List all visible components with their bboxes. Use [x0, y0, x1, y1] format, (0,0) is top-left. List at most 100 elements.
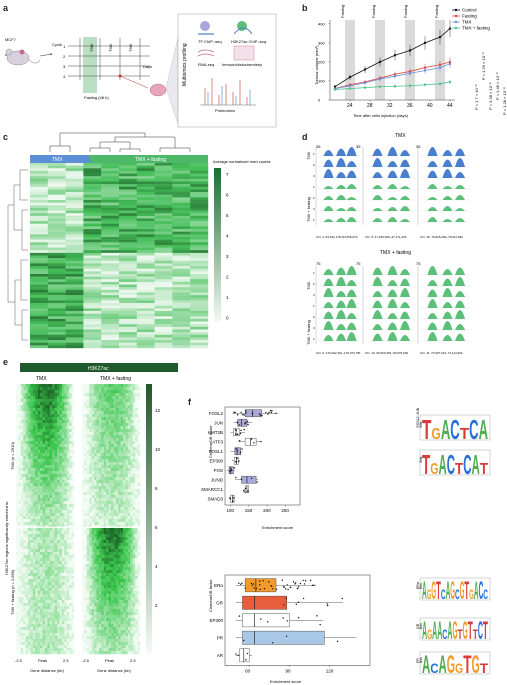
- e-cell: [52, 432, 55, 436]
- e-cell: [113, 423, 117, 427]
- c-cell: [83, 297, 102, 301]
- e-cell: [127, 414, 131, 418]
- e-cell: [47, 624, 51, 628]
- e-cell: [40, 522, 43, 526]
- e-cell: [54, 612, 58, 616]
- e-cell: [61, 426, 65, 430]
- e-cell: [66, 495, 70, 499]
- e-cell: [25, 555, 29, 559]
- e-cell: [137, 435, 141, 439]
- e-cell: [84, 465, 88, 469]
- c-dendrogram-top: [49, 132, 191, 152]
- e-cell: [61, 438, 65, 442]
- e-cell: [69, 513, 72, 517]
- e-cell: [28, 576, 31, 580]
- e-cell: [32, 624, 36, 628]
- c-cell: [47, 173, 66, 177]
- e-cell: [89, 495, 92, 499]
- e-cell: [135, 438, 138, 442]
- e-cell: [47, 483, 51, 487]
- e-cell: [86, 483, 90, 487]
- e-cell: [57, 609, 60, 613]
- e-cell: [45, 411, 48, 415]
- e-cell: [98, 591, 102, 595]
- d-peak: [323, 169, 334, 178]
- e-cell: [125, 600, 129, 604]
- e-cell: [69, 387, 72, 391]
- e-cell: [115, 522, 119, 526]
- c-cell: [65, 332, 84, 335]
- e-cell: [137, 564, 141, 568]
- e-cell: [111, 597, 114, 601]
- e-cell: [106, 570, 109, 574]
- e-cell: [130, 543, 133, 547]
- e-cell: [45, 603, 48, 607]
- c-cell: [154, 178, 173, 182]
- e-cell: [113, 447, 117, 451]
- d-peak: [346, 217, 357, 222]
- e-cell: [127, 501, 131, 505]
- e-cell: [32, 420, 36, 424]
- e-cell: [42, 426, 46, 430]
- e-cell: [18, 441, 22, 445]
- e-cell: [137, 489, 141, 493]
- e-cell: [49, 519, 53, 523]
- e-cell: [30, 624, 34, 628]
- e-cell: [113, 555, 117, 559]
- e-cell: [96, 477, 100, 481]
- e-cell: [35, 429, 38, 433]
- c-cell: [136, 284, 155, 288]
- e-cell: [120, 492, 124, 496]
- e-cell: [123, 600, 126, 604]
- e-cell: [16, 552, 19, 556]
- e-cell: [125, 495, 129, 499]
- d-peak: [387, 280, 398, 286]
- e-cell: [59, 444, 63, 448]
- e-cell: [18, 510, 22, 514]
- e-cell: [123, 441, 126, 445]
- e-cell: [132, 516, 136, 520]
- e-cell: [118, 432, 121, 436]
- e-cell: [52, 597, 55, 601]
- e-cell: [118, 468, 121, 472]
- e-cell: [59, 564, 63, 568]
- e-cell: [30, 423, 34, 427]
- e-cell: [61, 600, 65, 604]
- c-cell: [190, 342, 209, 346]
- e-cell: [120, 429, 124, 433]
- e-cell: [82, 399, 85, 403]
- e-cell: [108, 465, 112, 469]
- e-cell: [20, 456, 24, 460]
- e-cell: [113, 504, 117, 508]
- e-cell: [127, 507, 131, 511]
- e-cell: [20, 507, 24, 511]
- e-cell: [23, 450, 26, 454]
- c-cell: [172, 263, 191, 267]
- e-cell: [30, 453, 34, 457]
- e-cell: [47, 504, 51, 508]
- e-cell: [52, 648, 55, 652]
- e-cell: [94, 537, 97, 541]
- e-cell: [66, 483, 70, 487]
- c-cell: [30, 176, 48, 180]
- e-cell: [118, 531, 121, 535]
- e-cell: [20, 453, 24, 457]
- e-cell: [135, 501, 138, 505]
- e-cell: [106, 441, 109, 445]
- e-cell: [37, 591, 41, 595]
- e-cell: [132, 504, 136, 508]
- c-cell: [101, 173, 120, 177]
- e-cell: [49, 615, 53, 619]
- e-cell: [20, 618, 24, 622]
- d-peak: [346, 280, 357, 286]
- c-cell: [190, 200, 209, 203]
- c-cell: [30, 295, 48, 298]
- e-cell: [59, 549, 63, 553]
- e-cell: [45, 450, 48, 454]
- e-cell: [28, 417, 31, 421]
- e-cell: [94, 435, 97, 439]
- c-cell: [47, 295, 66, 298]
- e-cell: [94, 417, 97, 421]
- e-cell: [96, 402, 100, 406]
- e-cell: [101, 384, 104, 388]
